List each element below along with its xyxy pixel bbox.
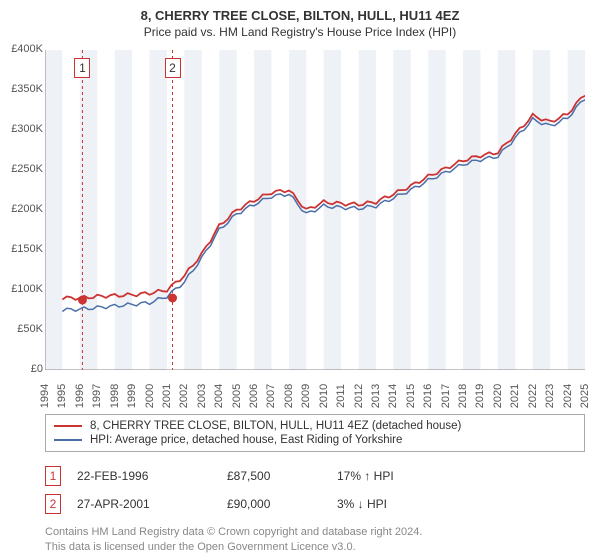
- x-axis-label: 2001: [161, 381, 173, 411]
- legend-item: 8, CHERRY TREE CLOSE, BILTON, HULL, HU11…: [54, 419, 576, 433]
- y-axis-label: £200K: [3, 203, 43, 215]
- x-axis-label: 2016: [422, 381, 434, 411]
- row-date: 22-FEB-1996: [77, 469, 227, 483]
- x-axis-label: 2024: [562, 381, 574, 411]
- x-axis-label: 2020: [492, 381, 504, 411]
- legend-item: HPI: Average price, detached house, East…: [54, 433, 576, 447]
- footer-line: Contains HM Land Registry data © Crown c…: [45, 525, 585, 539]
- row-marker: 1: [45, 466, 61, 486]
- x-axis-label: 2000: [144, 381, 156, 411]
- y-axis-label: £250K: [3, 163, 43, 175]
- y-axis-label: £350K: [3, 83, 43, 95]
- x-axis-label: 2012: [353, 381, 365, 411]
- y-axis-label: £150K: [3, 243, 43, 255]
- x-axis-label: 2018: [457, 381, 469, 411]
- row-date: 27-APR-2001: [77, 497, 227, 511]
- x-axis-label: 2010: [318, 381, 330, 411]
- footer-line: This data is licensed under the Open Gov…: [45, 540, 585, 554]
- x-axis-label: 1997: [91, 381, 103, 411]
- table-row: 1 22-FEB-1996 £87,500 17% ↑ HPI: [45, 462, 585, 490]
- y-axis-label: £100K: [3, 283, 43, 295]
- x-axis-label: 2022: [527, 381, 539, 411]
- x-axis-label: 2008: [283, 381, 295, 411]
- sales-table: 1 22-FEB-1996 £87,500 17% ↑ HPI 2 27-APR…: [45, 462, 585, 518]
- y-axis-label: £50K: [3, 323, 43, 335]
- x-axis-label: 1994: [39, 381, 51, 411]
- marker-dot: [78, 296, 87, 305]
- y-axis-label: £0: [3, 363, 43, 375]
- chart: £0£50K£100K£150K£200K£250K£300K£350K£400…: [45, 50, 585, 370]
- row-price: £87,500: [227, 469, 337, 483]
- row-marker: 2: [45, 494, 61, 514]
- row-pct: 3% ↓ HPI: [337, 497, 437, 511]
- x-axis-label: 2021: [509, 381, 521, 411]
- x-axis-label: 2004: [213, 381, 225, 411]
- marker-dot: [168, 294, 177, 303]
- y-axis-label: £300K: [3, 123, 43, 135]
- x-axis-label: 2003: [196, 381, 208, 411]
- marker-label: 2: [165, 58, 181, 78]
- row-pct: 17% ↑ HPI: [337, 469, 437, 483]
- table-row: 2 27-APR-2001 £90,000 3% ↓ HPI: [45, 490, 585, 518]
- x-axis-label: 2025: [579, 381, 591, 411]
- x-axis-label: 2005: [231, 381, 243, 411]
- x-axis-label: 2014: [387, 381, 399, 411]
- legend-swatch: [54, 425, 82, 427]
- x-axis-label: 1995: [56, 381, 68, 411]
- x-axis-label: 2023: [544, 381, 556, 411]
- legend: 8, CHERRY TREE CLOSE, BILTON, HULL, HU11…: [45, 414, 585, 452]
- chart-subtitle: Price paid vs. HM Land Registry's House …: [0, 23, 600, 43]
- x-axis-label: 2009: [300, 381, 312, 411]
- legend-label: HPI: Average price, detached house, East…: [90, 434, 402, 446]
- x-axis-label: 2011: [335, 381, 347, 411]
- chart-title: 8, CHERRY TREE CLOSE, BILTON, HULL, HU11…: [0, 0, 600, 23]
- legend-label: 8, CHERRY TREE CLOSE, BILTON, HULL, HU11…: [90, 420, 461, 432]
- y-axis-label: £400K: [3, 43, 43, 55]
- x-axis-label: 1999: [126, 381, 138, 411]
- chart-svg: [45, 50, 585, 370]
- x-axis-label: 2002: [178, 381, 190, 411]
- x-axis-label: 2006: [248, 381, 260, 411]
- legend-swatch: [54, 439, 82, 441]
- row-price: £90,000: [227, 497, 337, 511]
- x-axis-label: 2007: [265, 381, 277, 411]
- x-axis-label: 2015: [405, 381, 417, 411]
- footer-attribution: Contains HM Land Registry data © Crown c…: [45, 525, 585, 554]
- x-axis-label: 2013: [370, 381, 382, 411]
- x-axis-label: 1996: [74, 381, 86, 411]
- x-axis-label: 1998: [109, 381, 121, 411]
- x-axis-label: 2017: [440, 381, 452, 411]
- marker-label: 1: [74, 58, 90, 78]
- x-axis-label: 2019: [474, 381, 486, 411]
